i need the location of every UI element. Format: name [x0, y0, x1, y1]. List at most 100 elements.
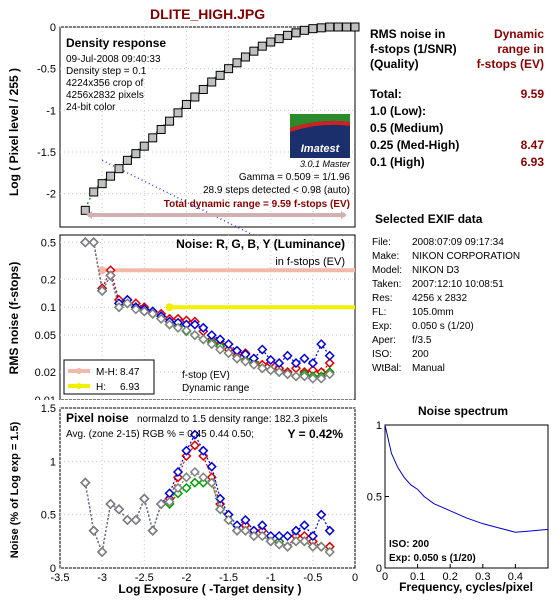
exif-value: NIKON D3: [412, 265, 460, 276]
spectrum-x-tick: 0.4: [508, 571, 523, 583]
rms-point: [88, 237, 99, 248]
density-point: [80, 205, 90, 215]
steps-label: 28.9 steps detected < 0.98 (auto): [203, 185, 350, 196]
rms-point: [80, 237, 91, 248]
pixel-x-tick: -1.5: [219, 572, 238, 584]
density-point: [299, 25, 309, 35]
gamma-label: Gamma = 0.509 = 1/1.96: [239, 172, 351, 183]
rms-y-label: RMS noise (f-stops): [7, 262, 21, 375]
rms-point: [265, 354, 276, 366]
rms-point: [198, 322, 209, 333]
pixel-point: [189, 440, 200, 451]
density-point: [198, 85, 208, 94]
density-y-tick: 0: [50, 22, 56, 34]
pixel-point: [97, 546, 108, 558]
density-point: [215, 70, 225, 80]
density-fit-line: [101, 159, 270, 242]
rms-point: [189, 319, 200, 330]
pixel-x-tick: -3: [97, 572, 107, 584]
pixel-point: [307, 541, 318, 552]
pixel-point: [181, 450, 192, 462]
results-row-label: 0.5 (Medium): [370, 121, 444, 135]
rms-point: [324, 369, 335, 380]
density-y-label: Log ( Pixel level / 255 ): [7, 68, 21, 196]
pixel-point: [257, 520, 268, 531]
rms-y-ticks: 0.5 0.2 0.1 0.05 0.02 0.01: [35, 237, 56, 400]
exif-value: NIKON CORPORATION: [412, 251, 521, 262]
exif-row: FL: 105.0mm: [372, 307, 454, 318]
density-y-tick: -1: [46, 105, 56, 117]
legend-h-value: 6.93: [120, 382, 140, 393]
rms-y-tick: 0.2: [41, 274, 56, 286]
exif-row: Model: NIKON D3: [372, 265, 459, 276]
pixel-point: [299, 536, 310, 547]
exif-key: File:: [372, 237, 391, 248]
rms-point: [156, 313, 167, 324]
version-label: 3.0.1 Master: [300, 159, 351, 169]
pixel-y-tick: 1: [50, 456, 56, 468]
rms-y-tick: 0.1: [41, 302, 56, 314]
results-col1-header-line: RMS noise in: [370, 27, 446, 41]
density-point: [350, 22, 360, 32]
rms-point: [139, 306, 150, 317]
rms-point: [215, 334, 226, 345]
dr-bar-right-arrow: [341, 211, 347, 219]
rms-point: [282, 350, 293, 361]
spectrum-x-label: Frequency, cycles/pixel: [399, 580, 533, 594]
exif-row: Make: NIKON CORPORATION: [372, 251, 520, 262]
pixel-point: [274, 539, 285, 550]
exif-row: Res: 4256 x 2832: [372, 293, 467, 304]
density-point: [89, 187, 99, 197]
exif-row: Aper: f/3.5: [372, 335, 431, 346]
pixel-point: [198, 477, 209, 488]
density-point: [316, 23, 326, 33]
rms-series: [80, 237, 335, 384]
rms-legend: M-H: 8.47 H: 6.93: [63, 359, 155, 395]
pixel-point: [189, 466, 200, 478]
rms-point: [130, 304, 141, 315]
pixel-x-tick: -3.5: [51, 572, 70, 584]
density-point: [173, 108, 183, 118]
exif-key: WtBal:: [372, 363, 402, 374]
density-point: [165, 116, 175, 126]
exif-heading: Selected EXIF data: [375, 212, 483, 226]
rms-point: [172, 322, 184, 333]
results-col1-header-line: (Quality): [370, 57, 419, 71]
pixel-x-tick: -2.5: [135, 572, 154, 584]
rms-point: [257, 344, 268, 355]
exif-row: File: 2008:07:09 09:17:34: [372, 237, 504, 248]
density-point: [342, 22, 352, 32]
density-info-line: 4256x2832 pixels: [66, 90, 144, 101]
density-info-line: 09-Jul-2008 09:40:33: [66, 54, 161, 65]
rms-y-tick: 0.05: [35, 330, 56, 342]
density-points: [80, 22, 360, 242]
legend-caption-1: f-stop (EV): [182, 370, 230, 381]
pixel-point: [265, 536, 276, 547]
exif-value: 200: [412, 349, 429, 360]
pixel-point: [282, 530, 293, 542]
pixel-point: [299, 520, 310, 531]
spectrum-x-tick: 0: [382, 571, 388, 583]
exif-value: 0.050 s (1/20): [412, 321, 474, 332]
rms-point: [147, 308, 158, 319]
spectrum-y-tick: 0.5: [367, 492, 382, 504]
density-point: [131, 149, 141, 159]
rms-point: [316, 339, 327, 350]
pixel-point: [189, 429, 200, 440]
pixel-x-label: Log Exposure ( -Target density ): [118, 582, 301, 596]
legend-h-label: H:: [96, 382, 106, 393]
pixel-point: [206, 461, 217, 472]
rms-noise-chart: 0.5 0.2 0.1 0.05 0.02 0.01 RMS noise (f-stops…: [7, 234, 356, 400]
pixel-point: [240, 525, 251, 536]
density-point: [249, 46, 259, 56]
exif-value: 2008:07:09 09:17:34: [412, 237, 504, 248]
rms-point: [198, 334, 209, 345]
pixel-point: [156, 498, 167, 510]
density-point: [333, 22, 343, 32]
exif-row: ISO: 200: [372, 349, 429, 360]
legend-caption-2: Dynamic range: [182, 383, 250, 394]
pixel-noise-heading: Pixel noise: [66, 411, 129, 425]
dr-level-dot: [165, 303, 174, 312]
pixel-point: [113, 504, 125, 515]
results-col2-header-line: range in: [497, 42, 544, 56]
